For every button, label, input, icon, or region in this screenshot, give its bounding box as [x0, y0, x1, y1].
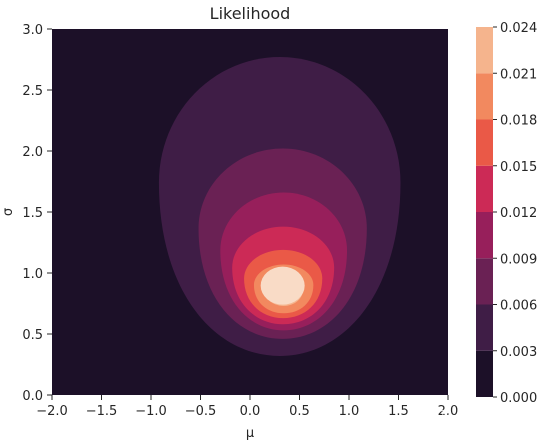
y-tick-label: 1.5: [22, 206, 43, 221]
colorbar-segment: [476, 165, 493, 212]
watermark-text: 知乎 @deephub: [425, 408, 533, 425]
contour-layer: [158, 57, 401, 356]
colorbar-tick-label: 0.021: [500, 67, 537, 82]
y-tick-label: 0.0: [22, 389, 43, 404]
colorbar-segment: [476, 304, 493, 351]
y-tick-label: 0.5: [22, 328, 43, 343]
x-tick-label: 0.5: [289, 404, 310, 419]
x-tick-label: −0.5: [185, 404, 217, 419]
x-tick-label: 1.5: [388, 404, 409, 419]
chart-title: Likelihood: [210, 4, 291, 23]
y-tick-label: 3.0: [22, 23, 43, 38]
colorbar-tick-label: 0.024: [500, 21, 537, 36]
x-tick-label: −2.0: [36, 404, 68, 419]
y-tick-label: 2.0: [22, 145, 43, 160]
colorbar-tick-label: 0.000: [500, 391, 537, 406]
colorbar-tick-label: 0.018: [500, 114, 537, 129]
x-axis-ticks: −2.0 −1.5 −1.0 −0.5 0.0 0.5 1.0 1.5 2.0: [36, 395, 458, 419]
colorbar-segment: [476, 27, 493, 74]
x-tick-label: −1.0: [135, 404, 167, 419]
x-tick-label: 0.0: [240, 404, 261, 419]
colorbar-segment: [476, 350, 493, 397]
x-tick-label: 1.0: [339, 404, 360, 419]
colorbar-tick-label: 0.012: [500, 206, 537, 221]
colorbar-tick-label: 0.006: [500, 299, 537, 314]
colorbar-segment: [476, 258, 493, 305]
x-tick-label: 2.0: [438, 404, 459, 419]
colorbar: [476, 27, 493, 397]
colorbar-tick-label: 0.015: [500, 160, 537, 175]
colorbar-tick-label: 0.009: [500, 252, 537, 267]
x-tick-label: −1.5: [86, 404, 118, 419]
colorbar-segment: [476, 73, 493, 120]
y-axis-ticks: 0.0 0.5 1.0 1.5 2.0 2.5 3.0: [22, 23, 52, 404]
y-tick-label: 1.0: [22, 267, 43, 282]
colorbar-segment: [476, 212, 493, 259]
y-tick-label: 2.5: [22, 84, 43, 99]
colorbar-tick-label: 0.003: [500, 345, 537, 360]
colorbar-ticks: 0.000 0.003 0.006 0.009 0.012 0.015 0.018 0.021…: [493, 21, 537, 406]
colorbar-segment: [476, 119, 493, 166]
y-axis-label: σ: [1, 208, 16, 216]
x-axis-label: μ: [246, 426, 254, 441]
contour-peak: [260, 266, 305, 305]
